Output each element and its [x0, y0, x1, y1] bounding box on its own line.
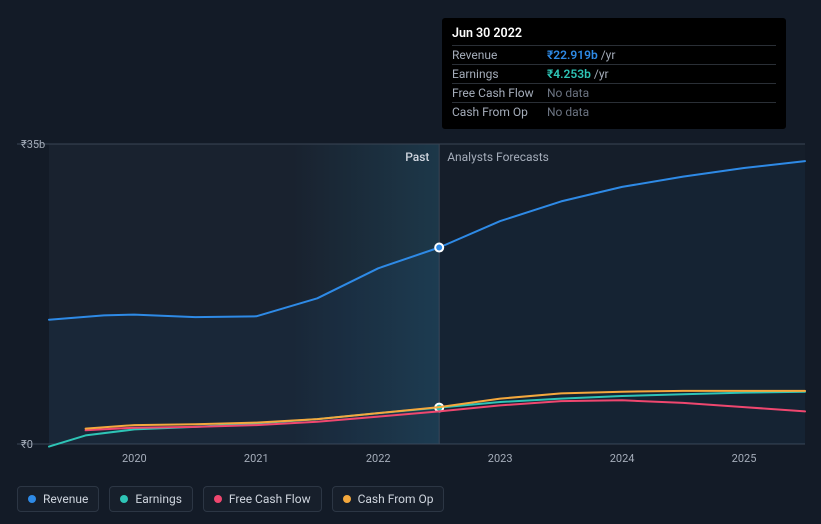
tooltip-row-label: Earnings	[452, 67, 547, 81]
tooltip-row-label: Cash From Op	[452, 105, 547, 119]
y-axis-label: ₹35b	[21, 138, 45, 151]
legend-label: Free Cash Flow	[229, 492, 311, 506]
forecast-label: Analysts Forecasts	[447, 150, 549, 164]
tooltip-row: Revenue₹22.919b/yr	[452, 45, 776, 64]
legend-dot-icon	[28, 495, 36, 503]
x-axis-label: 2020	[122, 452, 147, 465]
tooltip-row-nodata: No data	[547, 86, 589, 100]
x-axis-label: 2021	[244, 452, 269, 465]
tooltip-row-unit: /yr	[601, 48, 616, 62]
tooltip-row: Earnings₹4.253b/yr	[452, 64, 776, 83]
legend-dot-icon	[343, 495, 351, 503]
legend-item[interactable]: Free Cash Flow	[203, 486, 322, 512]
past-label: Past	[405, 150, 429, 164]
legend-item[interactable]: Cash From Op	[332, 486, 445, 512]
tooltip-date: Jun 30 2022	[452, 26, 776, 41]
chart-plot[interactable]: Past Analysts Forecasts ₹35b ₹0 2020 2021 20…	[17, 122, 805, 472]
legend-dot-icon	[214, 495, 222, 503]
legend: Revenue Earnings Free Cash Flow Cash From O…	[17, 486, 444, 512]
legend-label: Cash From Op	[358, 492, 434, 506]
legend-item[interactable]: Earnings	[109, 486, 193, 512]
tooltip-row-unit: /yr	[594, 67, 609, 81]
y-axis-label: ₹0	[21, 438, 33, 451]
tooltip-row: Cash From OpNo data	[452, 102, 776, 121]
legend-item[interactable]: Revenue	[17, 486, 99, 512]
x-axis-label: 2022	[366, 452, 391, 465]
x-axis-label: 2025	[732, 452, 757, 465]
tooltip-row-value: ₹22.919b	[547, 48, 598, 62]
legend-dot-icon	[120, 495, 128, 503]
legend-label: Revenue	[43, 492, 88, 506]
legend-label: Earnings	[135, 492, 182, 506]
tooltip-row-label: Revenue	[452, 48, 547, 62]
tooltip-row-nodata: No data	[547, 105, 589, 119]
tooltip-row-value: ₹4.253b	[547, 67, 591, 81]
tooltip-row-label: Free Cash Flow	[452, 86, 547, 100]
chart-container: Jun 30 2022 Revenue₹22.919b/yrEarnings₹4…	[0, 0, 821, 524]
x-axis-label: 2024	[610, 452, 635, 465]
hover-tooltip: Jun 30 2022 Revenue₹22.919b/yrEarnings₹4…	[442, 18, 786, 129]
line-chart-svg	[17, 122, 805, 472]
x-axis-label: 2023	[488, 452, 513, 465]
tooltip-row: Free Cash FlowNo data	[452, 83, 776, 102]
